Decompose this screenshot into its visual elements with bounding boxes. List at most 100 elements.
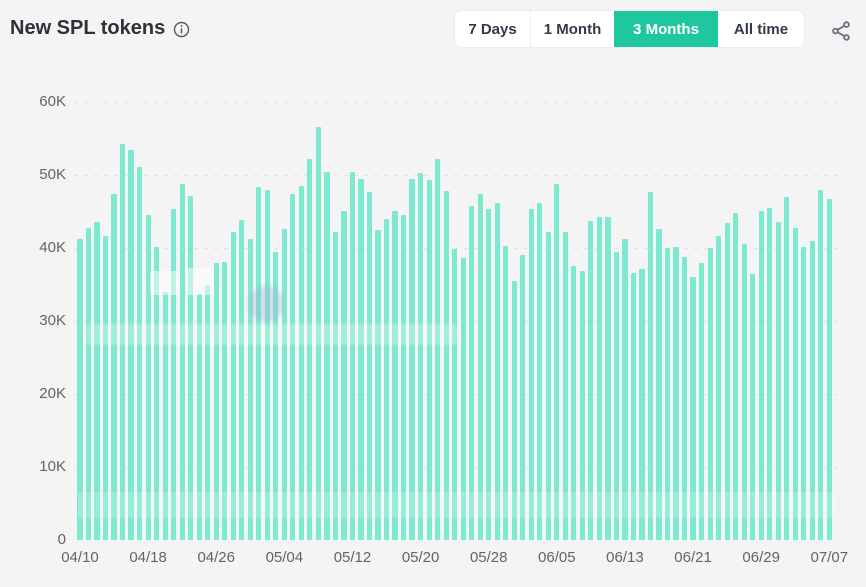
bar-05-31[interactable] (511, 280, 517, 540)
bar-04-27[interactable] (222, 261, 228, 540)
bar-04-22[interactable] (179, 183, 185, 540)
bar-07-07[interactable] (826, 199, 832, 540)
bar-04-30[interactable] (247, 238, 253, 540)
bar-05-24[interactable] (452, 248, 458, 540)
bar-05-29[interactable] (494, 202, 500, 540)
bar-06-23[interactable] (707, 248, 713, 540)
bar-06-05[interactable] (554, 184, 560, 540)
bar-06-15[interactable] (639, 269, 645, 540)
bar-07-06[interactable] (818, 189, 824, 540)
bar-06-02[interactable] (528, 209, 534, 540)
bar-05-12[interactable] (349, 172, 356, 540)
bar-06-27[interactable] (741, 243, 747, 540)
bar-05-18[interactable] (400, 215, 407, 540)
bar-04-17[interactable] (137, 166, 143, 540)
bar-05-11[interactable] (341, 210, 347, 540)
bar-06-12[interactable] (613, 252, 620, 540)
bar-04-18[interactable] (145, 215, 151, 540)
bar-07-02[interactable] (784, 196, 790, 540)
bar-05-17[interactable] (392, 210, 398, 540)
bar-05-13[interactable] (358, 178, 364, 540)
bar-05-01[interactable] (256, 186, 262, 540)
bar-06-09[interactable] (588, 220, 594, 540)
bar-07-01[interactable] (775, 221, 781, 540)
bar-05-26[interactable] (469, 205, 475, 540)
bar-05-15[interactable] (375, 230, 381, 540)
bar-06-21[interactable] (690, 277, 696, 540)
bar-04-10[interactable] (77, 239, 83, 540)
bar-04-19[interactable] (154, 246, 160, 540)
x-axis-label: 06/13 (606, 549, 644, 566)
bar-05-27[interactable] (477, 193, 483, 540)
bar-06-06[interactable] (562, 231, 568, 540)
bar-04-15[interactable] (119, 144, 126, 540)
bar-06-08[interactable] (579, 270, 585, 540)
bar-07-03[interactable] (792, 228, 798, 540)
share-button[interactable] (829, 19, 853, 43)
bar-05-19[interactable] (409, 178, 415, 540)
bar-04-13[interactable] (102, 235, 109, 540)
bar-05-28[interactable] (486, 208, 492, 540)
bar-05-14[interactable] (366, 191, 373, 540)
bar-05-04[interactable] (281, 229, 287, 540)
bar-06-11[interactable] (605, 216, 611, 540)
bar-06-26[interactable] (733, 212, 739, 540)
bar-04-14[interactable] (111, 193, 117, 540)
bar-04-21[interactable] (171, 208, 177, 540)
bar-04-20[interactable] (162, 291, 168, 540)
bar-06-16[interactable] (647, 191, 654, 540)
bar-06-25[interactable] (724, 223, 730, 540)
bar-04-11[interactable] (85, 228, 92, 540)
bar-05-21[interactable] (426, 180, 432, 540)
gridline (74, 466, 844, 468)
bar-05-16[interactable] (383, 218, 390, 540)
bar-06-01[interactable] (520, 255, 526, 540)
bar-07-04[interactable] (801, 247, 807, 540)
bar-05-25[interactable] (460, 258, 466, 540)
bar-06-18[interactable] (664, 248, 671, 540)
bar-05-09[interactable] (324, 172, 330, 540)
bar-07-05[interactable] (809, 241, 815, 540)
bar-06-14[interactable] (630, 272, 637, 540)
bar-06-28[interactable] (750, 274, 756, 540)
bar-04-16[interactable] (128, 150, 134, 540)
tab-1-month[interactable]: 1 Month (530, 11, 614, 47)
tab-7-days[interactable]: 7 Days (468, 20, 517, 38)
bar-05-30[interactable] (503, 245, 509, 540)
bar-06-24[interactable] (716, 236, 722, 540)
bar-06-29[interactable] (758, 210, 764, 540)
bar-05-10[interactable] (332, 231, 339, 540)
info-icon[interactable] (173, 21, 190, 38)
bar-04-26[interactable] (213, 263, 219, 540)
bar-05-20[interactable] (418, 172, 424, 540)
bar-05-03[interactable] (273, 251, 279, 540)
bar-06-19[interactable] (673, 246, 679, 540)
bar-04-28[interactable] (230, 231, 236, 540)
bar-04-24[interactable] (196, 293, 202, 540)
bar-06-20[interactable] (681, 257, 688, 540)
x-axis-label: 06/29 (742, 549, 780, 566)
bar-05-05[interactable] (290, 193, 296, 540)
bar-05-08[interactable] (315, 126, 321, 540)
bar-06-13[interactable] (622, 238, 628, 540)
bar-05-22[interactable] (435, 158, 441, 540)
bar-05-23[interactable] (443, 191, 449, 540)
bar-06-17[interactable] (656, 229, 662, 540)
bar-06-22[interactable] (698, 263, 705, 540)
bar-06-10[interactable] (596, 217, 602, 540)
tab-3-months[interactable]: 3 Months (614, 11, 718, 47)
bar-06-04[interactable] (545, 231, 551, 540)
bar-06-30[interactable] (767, 207, 773, 540)
bar-05-02[interactable] (264, 189, 270, 540)
bar-04-25[interactable] (205, 285, 211, 540)
bar-05-07[interactable] (307, 158, 313, 540)
bar-05-06[interactable] (298, 185, 304, 540)
bar-04-12[interactable] (94, 222, 100, 540)
tab-all-time[interactable]: All time (733, 20, 789, 38)
bar-06-03[interactable] (537, 203, 543, 540)
bar-04-29[interactable] (239, 220, 245, 540)
bar-06-07[interactable] (571, 266, 577, 540)
bar-04-23[interactable] (188, 196, 194, 540)
gridline (74, 393, 844, 395)
x-axis-label: 07/07 (810, 549, 849, 566)
